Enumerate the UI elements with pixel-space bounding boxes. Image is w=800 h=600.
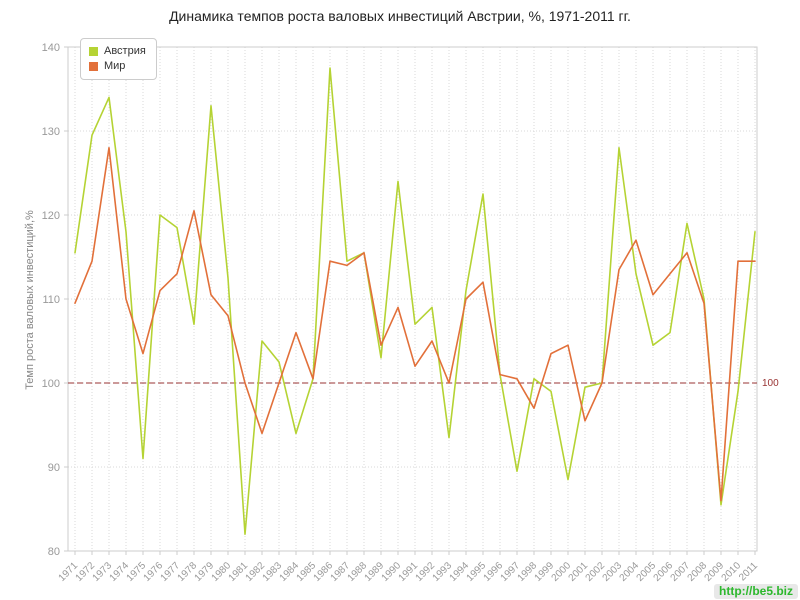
x-tick-label: 2011: [737, 560, 760, 583]
y-tick-label: 110: [42, 294, 60, 306]
legend-item-austria: Австрия: [89, 44, 146, 59]
y-tick-label: 100: [42, 378, 60, 390]
reference-line-label: 100: [762, 378, 779, 389]
watermark-link[interactable]: http://be5.biz: [714, 584, 798, 599]
legend-label-austria: Австрия: [104, 45, 146, 57]
series-line-Мир: [74, 147, 756, 502]
y-tick-label: 130: [42, 126, 60, 138]
y-tick-label: 140: [42, 42, 60, 54]
legend-swatch-austria: [89, 47, 98, 56]
chart-title: Динамика темпов роста валовых инвестиций…: [169, 8, 631, 24]
legend-label-world: Мир: [104, 60, 126, 72]
plot-border: [67, 46, 758, 552]
legend-swatch-world: [89, 62, 98, 71]
y-tick-label: 90: [48, 462, 60, 474]
y-tick-label: 80: [48, 546, 60, 558]
series-line-Австрия: [74, 67, 756, 536]
legend: Австрия Мир: [80, 38, 157, 80]
y-tick-label: 120: [42, 210, 60, 222]
legend-item-world: Мир: [89, 59, 146, 74]
